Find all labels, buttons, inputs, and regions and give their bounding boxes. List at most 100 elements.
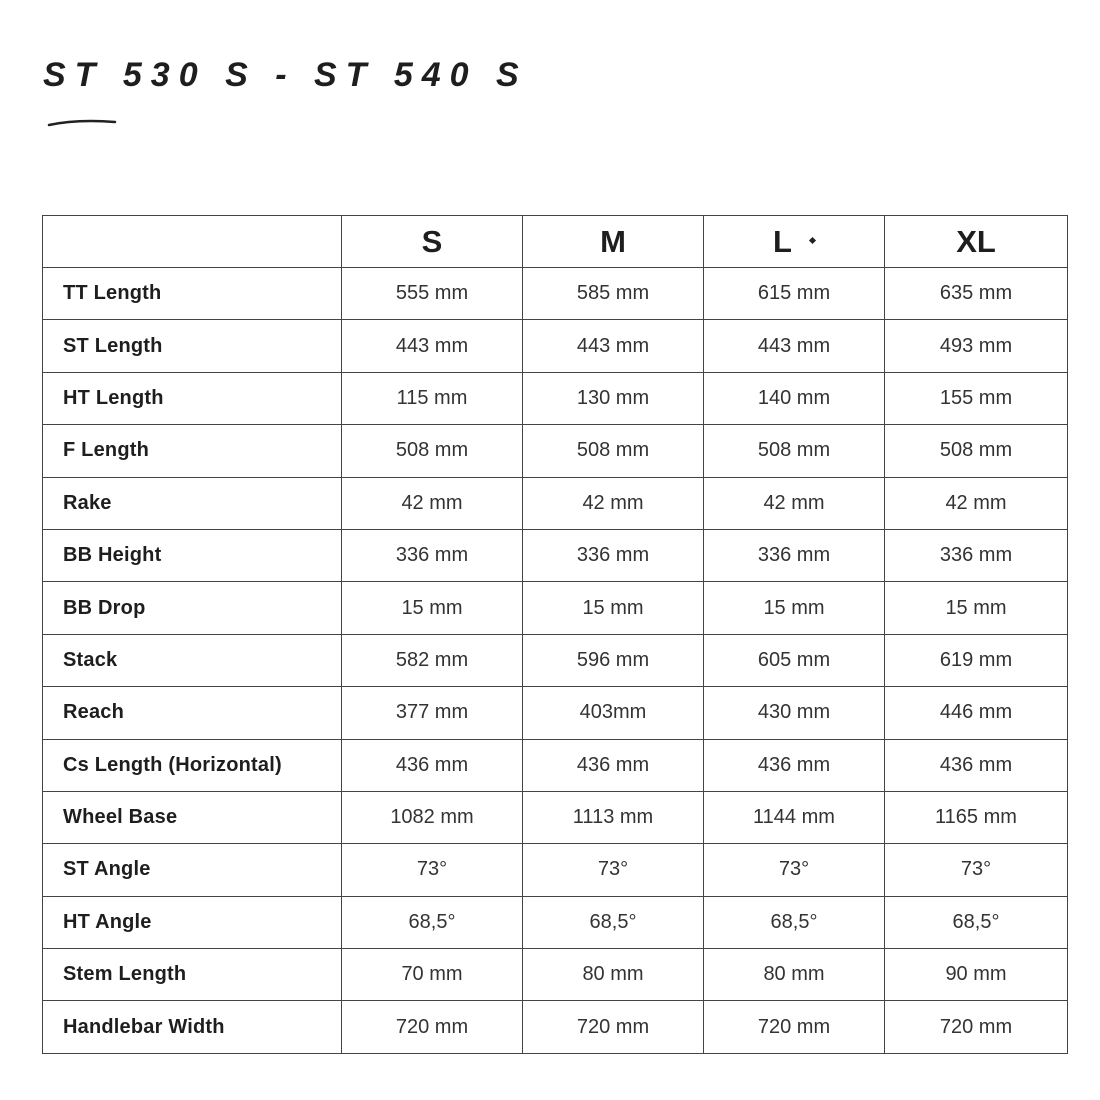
- table-row: BB Drop 15 mm 15 mm 15 mm 15 mm: [42, 581, 1068, 635]
- table-cell: 15 mm: [703, 581, 885, 635]
- table-cell: 605 mm: [703, 633, 885, 688]
- table-cell: 42 mm: [703, 476, 885, 530]
- table-row: Stem Length 70 mm 80 mm 80 mm 90 mm: [42, 948, 1068, 1002]
- table-cell: 336 mm: [522, 528, 704, 583]
- row-label: Cs Length (Horizontal): [42, 738, 342, 792]
- table-row: Handlebar Width 720 mm 720 mm 720 mm 720 mm: [42, 1000, 1068, 1054]
- table-cell: 635 mm: [884, 266, 1068, 321]
- table-row: Reach 377 mm 403mm 430 mm 446 mm: [42, 686, 1068, 740]
- title-underline: [47, 119, 117, 127]
- header-row: S M L XL: [42, 215, 1068, 268]
- table-cell: 720 mm: [341, 1000, 523, 1054]
- row-label: F Length: [42, 424, 342, 478]
- header-size-l: L: [703, 215, 885, 268]
- table-cell: 70 mm: [341, 948, 523, 1002]
- table-row: TT Length 555 mm 585 mm 615 mm 635 mm: [42, 266, 1068, 321]
- table-row: HT Length 115 mm 130 mm 140 mm 155 mm: [42, 371, 1068, 426]
- table-cell: 596 mm: [522, 633, 704, 688]
- table-cell: 140 mm: [703, 371, 885, 426]
- table-cell: 1113 mm: [522, 790, 704, 845]
- table-cell: 73°: [703, 843, 885, 897]
- table-cell: 336 mm: [341, 528, 523, 583]
- header-size-s: S: [341, 215, 523, 268]
- table-cell: 436 mm: [341, 738, 523, 792]
- table-cell: 446 mm: [884, 686, 1068, 740]
- header-size-m: M: [522, 215, 704, 268]
- table-row: Stack 582 mm 596 mm 605 mm 619 mm: [42, 633, 1068, 688]
- table-cell: 443 mm: [341, 319, 523, 373]
- table-cell: 508 mm: [703, 424, 885, 478]
- row-label: Stack: [42, 633, 342, 688]
- table-cell: 443 mm: [522, 319, 704, 373]
- table-cell: 80 mm: [703, 948, 885, 1002]
- page-title: ST 530 S - ST 540 S: [43, 56, 528, 94]
- table-cell: 436 mm: [522, 738, 704, 792]
- table-cell: 15 mm: [884, 581, 1068, 635]
- table-cell: 377 mm: [341, 686, 523, 740]
- dot-mark: [808, 236, 817, 244]
- table-cell: 1165 mm: [884, 790, 1068, 845]
- table-cell: 508 mm: [884, 424, 1068, 478]
- table-cell: 555 mm: [341, 266, 523, 321]
- table-cell: 619 mm: [884, 633, 1068, 688]
- table-row: HT Angle 68,5° 68,5° 68,5° 68,5°: [42, 895, 1068, 950]
- table-cell: 42 mm: [884, 476, 1068, 530]
- table-cell: 1082 mm: [341, 790, 523, 845]
- table-cell: 585 mm: [522, 266, 704, 321]
- table-cell: 430 mm: [703, 686, 885, 740]
- table-cell: 336 mm: [884, 528, 1068, 583]
- table-cell: 80 mm: [522, 948, 704, 1002]
- row-label: BB Drop: [42, 581, 342, 635]
- row-label: TT Length: [42, 266, 342, 321]
- table-cell: 68,5°: [341, 895, 523, 950]
- geometry-table: S M L XL TT Length 555 mm 585 mm 615 mm 635 …: [42, 215, 1068, 1054]
- header-empty: [42, 215, 342, 268]
- table-row: F Length 508 mm 508 mm 508 mm 508 mm: [42, 424, 1068, 478]
- table-row: ST Length 443 mm 443 mm 443 mm 493 mm: [42, 319, 1068, 373]
- table-row: ST Angle 73° 73° 73° 73°: [42, 843, 1068, 897]
- row-label: ST Angle: [42, 843, 342, 897]
- table-cell: 720 mm: [703, 1000, 885, 1054]
- table-cell: 336 mm: [703, 528, 885, 583]
- header-size-xl: XL: [884, 215, 1068, 268]
- table-row: BB Height 336 mm 336 mm 336 mm 336 mm: [42, 528, 1068, 583]
- table-cell: 68,5°: [522, 895, 704, 950]
- table-cell: 436 mm: [703, 738, 885, 792]
- row-label: Reach: [42, 686, 342, 740]
- table-cell: 73°: [522, 843, 704, 897]
- row-label: Handlebar Width: [42, 1000, 342, 1054]
- table-cell: 155 mm: [884, 371, 1068, 426]
- table-cell: 42 mm: [341, 476, 523, 530]
- table-cell: 1144 mm: [703, 790, 885, 845]
- table-cell: 73°: [341, 843, 523, 897]
- table-row: Wheel Base 1082 mm 1113 mm 1144 mm 1165 mm: [42, 790, 1068, 845]
- table-cell: 508 mm: [522, 424, 704, 478]
- table-cell: 90 mm: [884, 948, 1068, 1002]
- table-cell: 493 mm: [884, 319, 1068, 373]
- row-label: Stem Length: [42, 948, 342, 1002]
- row-label: Rake: [42, 476, 342, 530]
- table-row: Cs Length (Horizontal) 436 mm 436 mm 436 mm…: [42, 738, 1068, 792]
- row-label: HT Angle: [42, 895, 342, 950]
- table-cell: 42 mm: [522, 476, 704, 530]
- table-cell: 15 mm: [341, 581, 523, 635]
- table-cell: 443 mm: [703, 319, 885, 373]
- row-label: HT Length: [42, 371, 342, 426]
- row-label: BB Height: [42, 528, 342, 583]
- table-cell: 436 mm: [884, 738, 1068, 792]
- table-row: Rake 42 mm 42 mm 42 mm 42 mm: [42, 476, 1068, 530]
- table-cell: 403mm: [522, 686, 704, 740]
- table-cell: 73°: [884, 843, 1068, 897]
- table-cell: 130 mm: [522, 371, 704, 426]
- table-cell: 508 mm: [341, 424, 523, 478]
- table-cell: 68,5°: [703, 895, 885, 950]
- table-cell: 15 mm: [522, 581, 704, 635]
- table-cell: 615 mm: [703, 266, 885, 321]
- table-cell: 115 mm: [341, 371, 523, 426]
- table-cell: 720 mm: [884, 1000, 1068, 1054]
- row-label: Wheel Base: [42, 790, 342, 845]
- table-cell: 720 mm: [522, 1000, 704, 1054]
- table-cell: 68,5°: [884, 895, 1068, 950]
- row-label: ST Length: [42, 319, 342, 373]
- table-cell: 582 mm: [341, 633, 523, 688]
